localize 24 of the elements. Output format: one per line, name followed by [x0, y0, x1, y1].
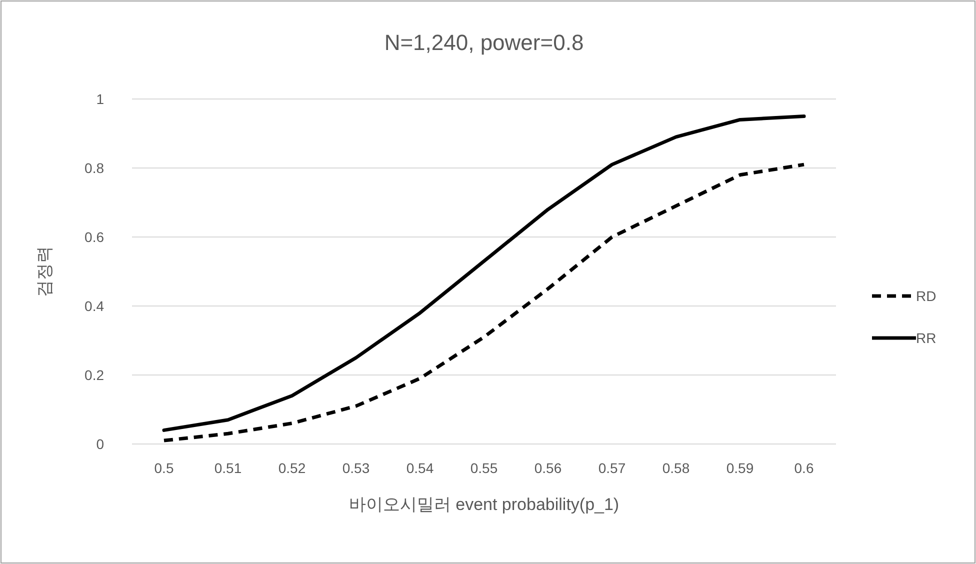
legend-label: RR: [916, 330, 936, 346]
chart-title: N=1,240, power=0.8: [384, 30, 584, 55]
line-series: [162, 162, 806, 442]
x-tick-label: 0.51: [214, 460, 242, 476]
y-tick-label: 0.4: [84, 298, 104, 314]
x-tick-label: 0.53: [342, 460, 370, 476]
y-tick-label: 0.6: [84, 229, 104, 245]
x-tick-label: 0.59: [726, 460, 754, 476]
x-tick-label: 0.57: [598, 460, 626, 476]
y-tick-label: 0: [96, 436, 104, 452]
x-tick-label: 0.54: [406, 460, 434, 476]
y-axis-title: 검정력: [35, 246, 54, 297]
y-tick-label: 0.8: [84, 160, 104, 176]
y-tick-label: 1: [96, 91, 104, 107]
x-tick-label: 0.52: [278, 460, 306, 476]
x-tick-label: 0.56: [534, 460, 562, 476]
y-tick-label: 0.2: [84, 367, 104, 383]
x-tick-label: 0.6: [794, 460, 814, 476]
x-tick-label: 0.5: [154, 460, 174, 476]
x-tick-label: 0.58: [662, 460, 690, 476]
x-tick-label: 0.55: [470, 460, 498, 476]
line-series: [162, 114, 806, 432]
legend-label: RD: [916, 288, 936, 304]
x-axis-title: 바이오시밀러 event probability(p_1): [348, 495, 620, 514]
